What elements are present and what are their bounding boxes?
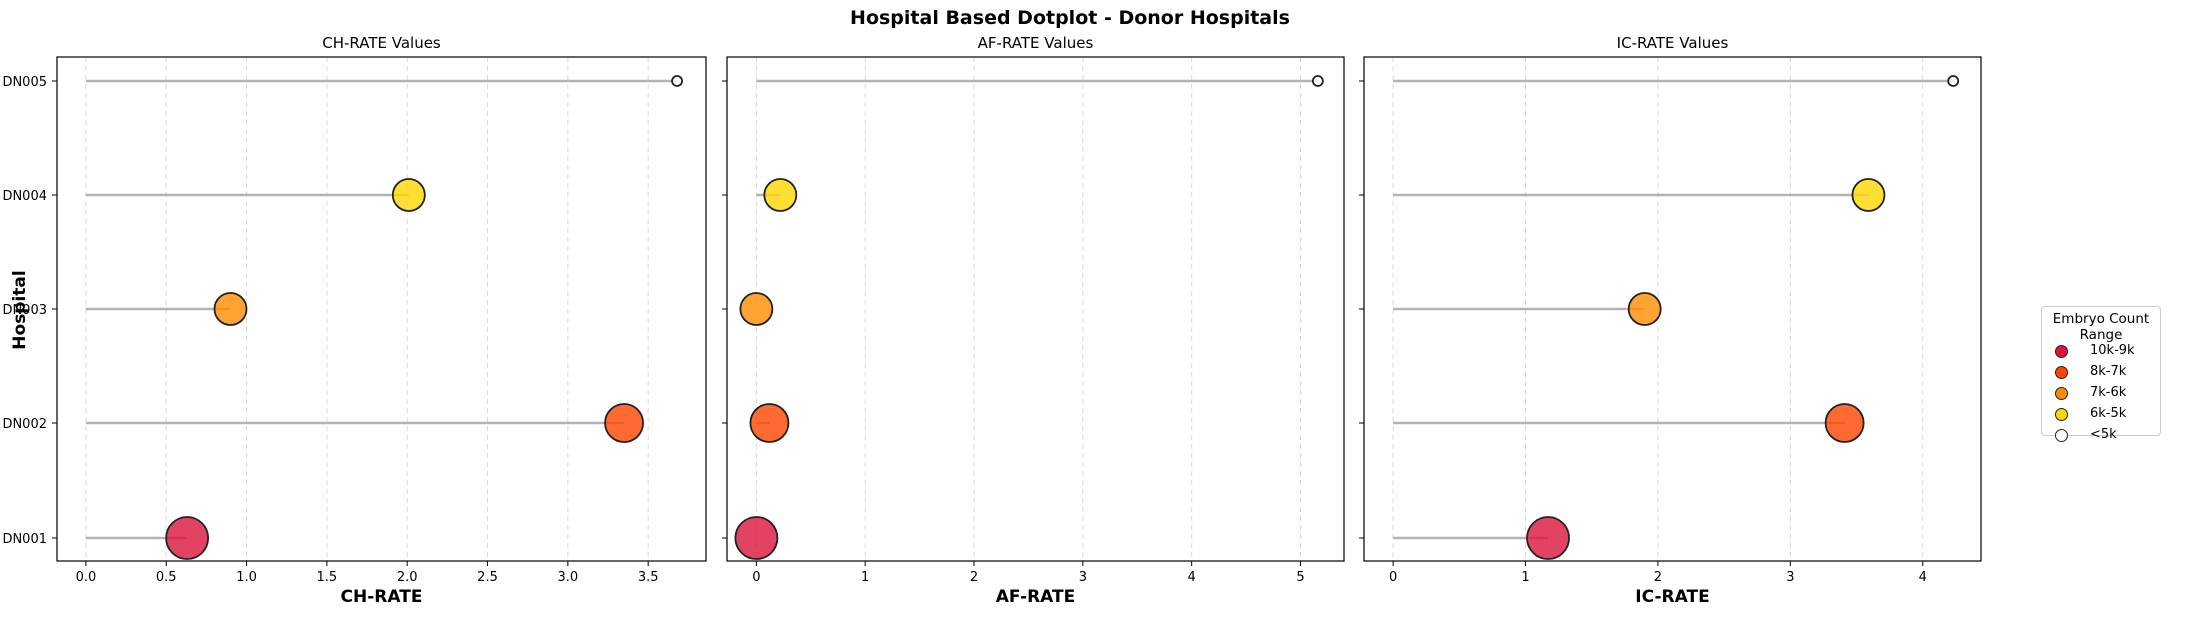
legend-swatch (2055, 345, 2068, 358)
panel-3: 0 1 2 3 4 IC-RATE Values IC-RATE (1359, 34, 1982, 607)
y-tick-label: DN003 (2, 303, 47, 318)
legend-swatch (2055, 387, 2068, 400)
x-axis-label: CH-RATE (341, 587, 423, 607)
panel-2: 0 1 2 3 4 5 AF-RATE Values AF-RATE (722, 34, 1345, 607)
x-axis-label: IC-RATE (1635, 587, 1709, 607)
data-point (734, 516, 779, 560)
data-point (1947, 75, 1960, 87)
legend-item: 8k-7k (2042, 364, 2160, 385)
legend-swatch (2055, 408, 2068, 421)
x-tick-label: 1.5 (317, 570, 338, 585)
x-tick-label: 1 (1521, 570, 1529, 585)
legend-items: 10k-9k 8k-7k 7k-6k 6k-5k <5k (2042, 343, 2160, 448)
data-point (749, 403, 790, 443)
legend-item: <5k (2042, 427, 2160, 448)
x-tick-label: 2 (970, 570, 978, 585)
data-point (165, 516, 210, 560)
legend-label: 6k-5k (2090, 406, 2127, 421)
x-tick-label: 3 (1786, 570, 1794, 585)
x-tick-label: 1.0 (236, 570, 257, 585)
legend-label: 7k-6k (2090, 385, 2127, 400)
x-tick-label: 5 (1296, 570, 1304, 585)
data-point (391, 178, 426, 212)
x-tick-label: 0.5 (156, 570, 177, 585)
legend-item: 7k-6k (2042, 385, 2160, 406)
data-point (1851, 178, 1886, 212)
chart-panels: 0.0 0.5 1.0 1.5 2.0 2.5 3.0 3.5 DN005 DN004 DN003 D… (2, 34, 1982, 607)
legend-item: 10k-9k (2042, 343, 2160, 364)
data-point (1824, 403, 1865, 443)
x-tick-label: 3 (1079, 570, 1087, 585)
panel-title: CH-RATE Values (322, 34, 441, 52)
figure-title: Hospital Based Dotplot - Donor Hospitals (850, 7, 1290, 29)
data-point (739, 292, 774, 326)
panel-title: AF-RATE Values (978, 34, 1094, 52)
data-point (1526, 516, 1570, 560)
data-point (604, 403, 644, 443)
data-point (671, 75, 683, 87)
x-tick-label: 1 (861, 570, 869, 585)
y-tick-label: DN002 (2, 417, 47, 432)
x-tick-label: 3.5 (638, 570, 659, 585)
x-tick-label: 3.0 (558, 570, 579, 585)
x-tick-label: 4 (1919, 570, 1927, 585)
x-tick-label: 2 (1654, 570, 1662, 585)
x-tick-label: 0 (752, 570, 760, 585)
data-point (763, 178, 798, 212)
legend-item: 6k-5k (2042, 406, 2160, 427)
x-axis-label: AF-RATE (996, 587, 1075, 607)
x-tick-label: 0.0 (76, 570, 97, 585)
x-tick-label: 2.0 (397, 570, 418, 585)
legend-swatch (2055, 366, 2068, 379)
x-tick-label: 4 (1188, 570, 1196, 585)
panel-1: 0.0 0.5 1.0 1.5 2.0 2.5 3.0 3.5 DN005 DN004 DN003 D… (2, 34, 707, 607)
y-axis-label: Hospital (10, 270, 30, 349)
legend-swatch (2055, 429, 2068, 442)
legend-label: 10k-9k (2090, 343, 2135, 358)
x-tick-label: 2.5 (477, 570, 498, 585)
y-tick-label: DN005 (2, 75, 47, 90)
legend-label: 8k-7k (2090, 364, 2127, 379)
data-point (1311, 75, 1324, 87)
data-point (1627, 292, 1662, 326)
legend-label: <5k (2090, 427, 2117, 442)
legend: Embryo Count Range 10k-9k 8k-7k 7k-6k 6k-5k… (2041, 306, 2161, 442)
data-point (213, 292, 248, 326)
y-tick-label: DN004 (2, 189, 47, 204)
panel-title: IC-RATE Values (1617, 34, 1729, 52)
x-tick-label: 0 (1389, 570, 1397, 585)
legend-title: Embryo Count Range (2052, 311, 2150, 343)
y-tick-label: DN001 (2, 532, 47, 547)
axes-frame (726, 56, 1345, 562)
